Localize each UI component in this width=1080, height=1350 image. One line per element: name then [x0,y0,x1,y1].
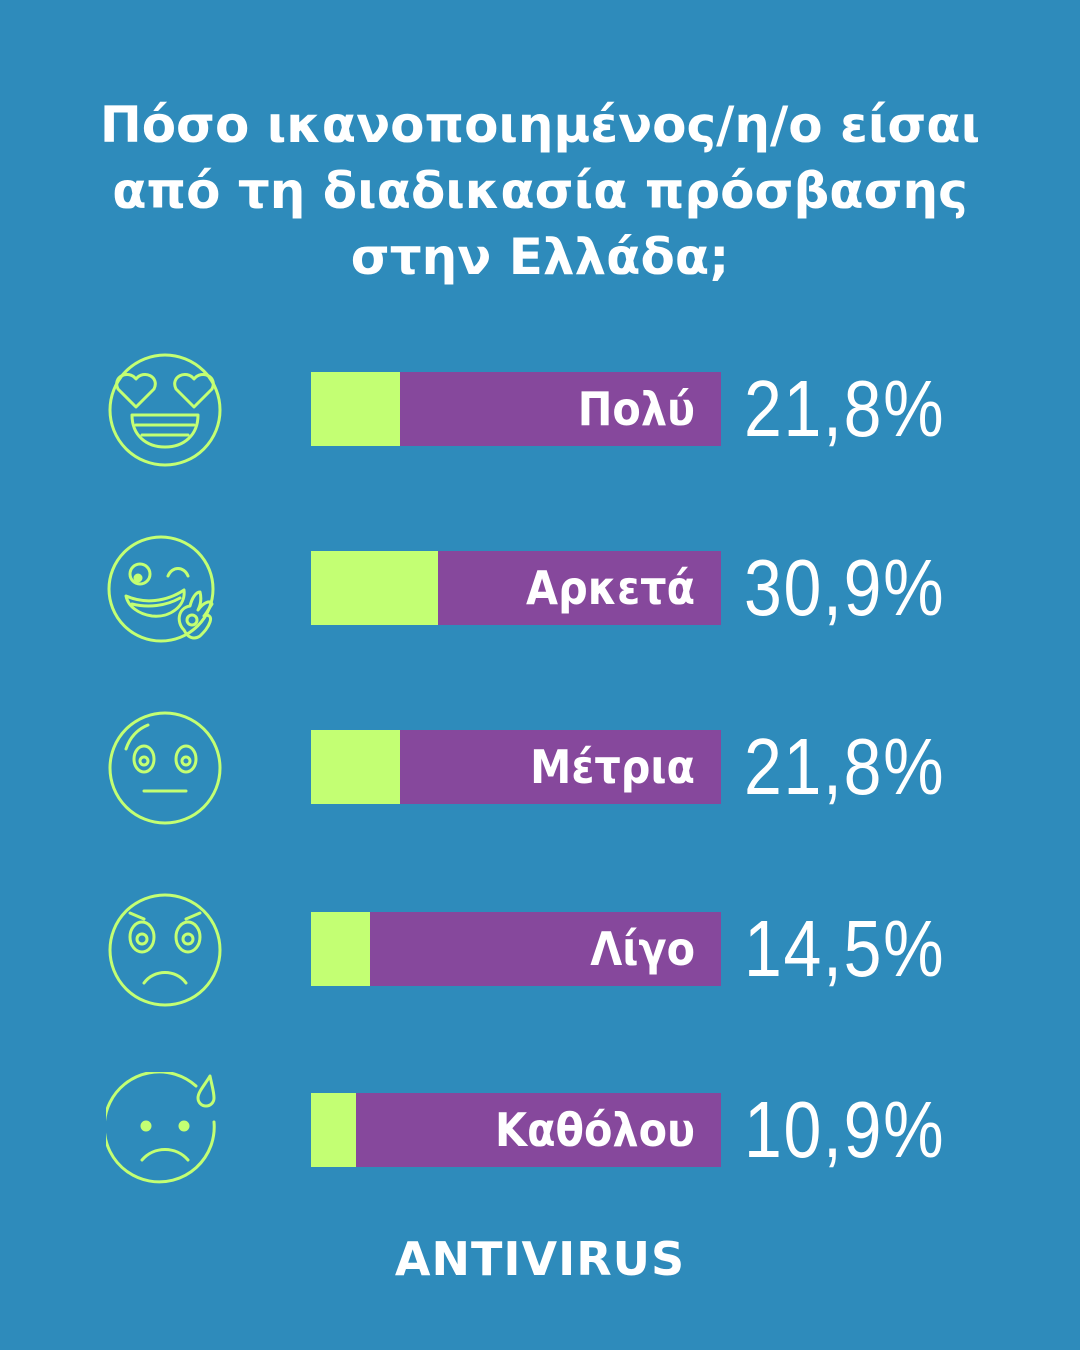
sad-sweat-face-icon [106,1072,216,1184]
chart-row: Αρκετά 30,9% [0,535,1080,643]
chart-row: Καθόλου 10,9% [0,1072,1080,1184]
title-line: Πόσο ικανοποιημένος/η/ο είσαι [99,96,981,154]
category-label: Μέτρια [530,740,695,794]
neutral-face-icon [108,711,222,825]
category-label: Πολύ [577,382,695,436]
title-line: στην Ελλάδα; [350,228,730,286]
bar-track: Αρκετά [311,551,721,625]
heart-eyes-face-icon [108,353,222,467]
bar-fill [311,730,401,804]
category-label: Αρκετά [526,561,695,615]
title-line: από τη διαδικασία πρόσβασης [112,162,968,220]
brand-logo: ANTIVIRUS [394,1232,686,1286]
bar-fill [311,1093,356,1167]
wink-ok-face-icon [107,535,215,643]
value-label: 14,5% [744,904,946,993]
category-label: Καθόλου [495,1103,695,1157]
chart-row: Πολύ 21,8% [0,353,1080,467]
chart-row: Λίγο 14,5% [0,893,1080,1007]
value-label: 21,8% [744,722,946,811]
bar-fill [311,551,438,625]
worried-face-icon [108,893,222,1007]
bar-track: Λίγο [311,912,721,986]
bar-track: Πολύ [311,372,721,446]
bar-fill [311,372,401,446]
bar-fill [311,912,371,986]
value-label: 21,8% [744,364,946,453]
value-label: 10,9% [744,1085,946,1174]
bar-track: Καθόλου [311,1093,721,1167]
category-label: Λίγο [590,922,695,976]
chart-row: Μέτρια 21,8% [0,711,1080,825]
value-label: 30,9% [744,543,946,632]
chart-title: Πόσο ικανοποιημένος/η/ο είσαι από τη δια… [0,92,1080,290]
bar-track: Μέτρια [311,730,721,804]
